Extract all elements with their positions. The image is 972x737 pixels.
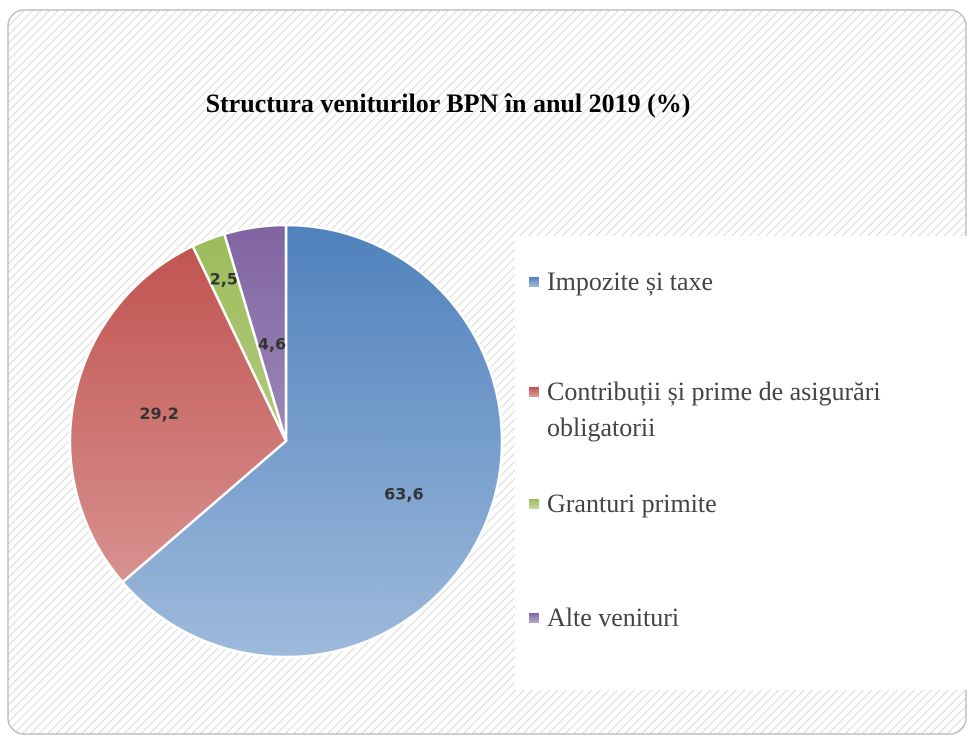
legend-label: Impozite și taxe [547,267,714,296]
legend-label: Alte venituri [547,603,680,632]
legend-label: Granturi primite [547,489,717,518]
legend-entry: Contribuții și prime de asigurări obliga… [529,374,969,446]
data-label: 4,6 [258,334,286,353]
legend-swatch [529,613,539,623]
legend-swatch [529,387,539,397]
pie-slice [120,223,504,659]
legend-swatch [529,277,539,287]
pie: 63,6 29,2 2,5 4,6 [68,223,504,659]
chart-title: Structura veniturilor BPN în anul 2019 (… [206,89,691,118]
legend-entry: Granturi primite [529,486,969,522]
legend-swatch [529,499,539,509]
legend: Impozite și taxe Contribuții și prime de … [515,236,972,690]
data-label: 29,2 [139,404,178,423]
legend-entry: Impozite și taxe [529,264,969,300]
pie-slice [222,223,288,442]
data-label: 2,5 [210,269,238,288]
legend-entry: Alte venituri [529,600,969,636]
data-label: 63,6 [384,484,423,503]
legend-label: Contribuții și prime de asigurări obliga… [547,377,881,442]
